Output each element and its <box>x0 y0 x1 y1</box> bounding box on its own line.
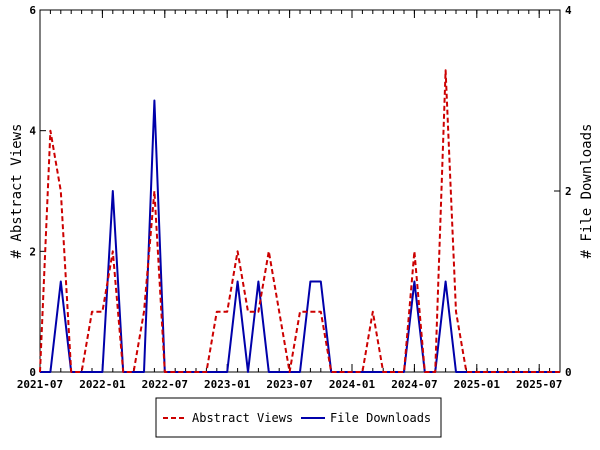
legend-label-abstract-views: Abstract Views <box>192 411 293 425</box>
y-left-tick-label: 4 <box>29 125 36 138</box>
y-right-tick-label: 0 <box>565 366 572 379</box>
y-left-tick-label: 6 <box>29 4 36 17</box>
y-axis-right-title: # File Downloads <box>579 124 595 259</box>
x-tick-label: 2022-07 <box>142 378 188 391</box>
series-line-file-downloads <box>40 99 560 373</box>
legend: Abstract Views File Downloads <box>155 397 442 438</box>
y-right-tick-label: 4 <box>565 4 572 17</box>
y-right-tick-label: 2 <box>565 185 572 198</box>
y-axis-left-title: # Abstract Views <box>9 124 25 259</box>
legend-label-file-downloads: File Downloads <box>330 411 431 425</box>
series-layer <box>39 69 560 373</box>
plot-frame <box>39 9 561 373</box>
x-tick-label: 2023-07 <box>266 378 312 391</box>
x-tick-label: 2025-07 <box>516 378 562 391</box>
x-axis: 2021-07 2022-01 2022-07 2023-01 2023-07 2024-… <box>17 10 562 391</box>
legend-box <box>155 397 442 438</box>
y-left-tick-label: 2 <box>29 245 36 258</box>
x-tick-label: 2024-01 <box>329 378 376 391</box>
y-left-tick-label: 0 <box>29 366 36 379</box>
x-tick-label: 2023-01 <box>204 378 251 391</box>
x-tick-label: 2022-01 <box>79 378 126 391</box>
x-tick-label: 2025-01 <box>454 378 501 391</box>
x-tick-label: 2024-07 <box>391 378 437 391</box>
x-tick-label: 2021-07 <box>17 378 63 391</box>
